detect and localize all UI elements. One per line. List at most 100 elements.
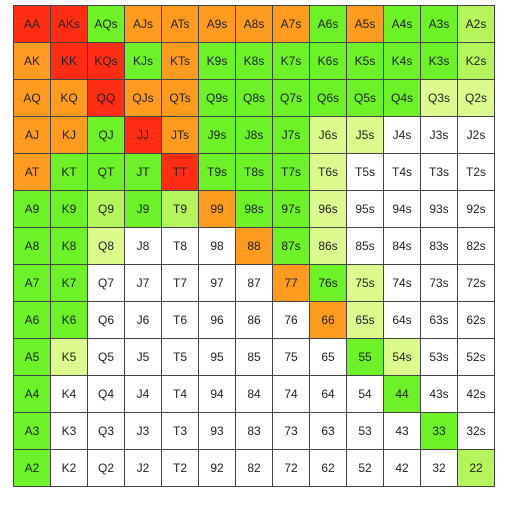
hand-cell[interactable]: Q7s	[273, 80, 310, 117]
hand-cell[interactable]: 55	[347, 339, 384, 376]
hand-cell[interactable]: 74	[273, 376, 310, 413]
hand-cell[interactable]: A2s	[458, 6, 495, 43]
hand-cell[interactable]: J4	[125, 376, 162, 413]
hand-cell[interactable]: 44	[384, 376, 421, 413]
hand-cell[interactable]: 84s	[384, 228, 421, 265]
hand-cell[interactable]: AJs	[125, 6, 162, 43]
hand-cell[interactable]: 77	[273, 265, 310, 302]
hand-cell[interactable]: 93s	[421, 191, 458, 228]
hand-cell[interactable]: K7s	[273, 43, 310, 80]
hand-cell[interactable]: J8	[125, 228, 162, 265]
hand-cell[interactable]: JJ	[125, 117, 162, 154]
hand-cell[interactable]: 98	[199, 228, 236, 265]
hand-cell[interactable]: 72s	[458, 265, 495, 302]
hand-cell[interactable]: J3s	[421, 117, 458, 154]
hand-cell[interactable]: K3s	[421, 43, 458, 80]
hand-cell[interactable]: A5s	[347, 6, 384, 43]
hand-cell[interactable]: 43	[384, 413, 421, 450]
hand-cell[interactable]: 87	[236, 265, 273, 302]
hand-cell[interactable]: K8	[51, 228, 88, 265]
hand-cell[interactable]: 32	[421, 450, 458, 487]
hand-cell[interactable]: 65s	[347, 302, 384, 339]
hand-cell[interactable]: 88	[236, 228, 273, 265]
hand-cell[interactable]: AKs	[51, 6, 88, 43]
hand-cell[interactable]: AJ	[14, 117, 51, 154]
hand-cell[interactable]: K5	[51, 339, 88, 376]
hand-cell[interactable]: K6	[51, 302, 88, 339]
hand-cell[interactable]: 87s	[273, 228, 310, 265]
hand-cell[interactable]: T2s	[458, 154, 495, 191]
hand-cell[interactable]: 63	[310, 413, 347, 450]
hand-cell[interactable]: 66	[310, 302, 347, 339]
hand-cell[interactable]: 63s	[421, 302, 458, 339]
hand-cell[interactable]: 52s	[458, 339, 495, 376]
hand-cell[interactable]: T7	[162, 265, 199, 302]
hand-cell[interactable]: 42	[384, 450, 421, 487]
hand-cell[interactable]: A5	[14, 339, 51, 376]
hand-cell[interactable]: Q6	[88, 302, 125, 339]
hand-cell[interactable]: 75s	[347, 265, 384, 302]
hand-cell[interactable]: T3s	[421, 154, 458, 191]
hand-cell[interactable]: 74s	[384, 265, 421, 302]
hand-cell[interactable]: AQs	[88, 6, 125, 43]
hand-cell[interactable]: A2	[14, 450, 51, 487]
hand-cell[interactable]: KK	[51, 43, 88, 80]
hand-cell[interactable]: T6	[162, 302, 199, 339]
hand-cell[interactable]: K3	[51, 413, 88, 450]
hand-cell[interactable]: QTs	[162, 80, 199, 117]
hand-cell[interactable]: Q6s	[310, 80, 347, 117]
hand-cell[interactable]: 95	[199, 339, 236, 376]
hand-cell[interactable]: 96	[199, 302, 236, 339]
hand-cell[interactable]: 85	[236, 339, 273, 376]
hand-cell[interactable]: A4s	[384, 6, 421, 43]
hand-cell[interactable]: 72	[273, 450, 310, 487]
hand-cell[interactable]: T4	[162, 376, 199, 413]
hand-cell[interactable]: 84	[236, 376, 273, 413]
hand-cell[interactable]: K2	[51, 450, 88, 487]
hand-cell[interactable]: A9	[14, 191, 51, 228]
hand-cell[interactable]: 65	[310, 339, 347, 376]
hand-cell[interactable]: 97	[199, 265, 236, 302]
hand-cell[interactable]: A3s	[421, 6, 458, 43]
hand-cell[interactable]: Q5s	[347, 80, 384, 117]
hand-cell[interactable]: 42s	[458, 376, 495, 413]
hand-cell[interactable]: T4s	[384, 154, 421, 191]
hand-cell[interactable]: Q9s	[199, 80, 236, 117]
hand-cell[interactable]: 73	[273, 413, 310, 450]
hand-cell[interactable]: 92s	[458, 191, 495, 228]
hand-cell[interactable]: Q4s	[384, 80, 421, 117]
hand-cell[interactable]: QQ	[88, 80, 125, 117]
hand-cell[interactable]: T3	[162, 413, 199, 450]
hand-cell[interactable]: JTs	[162, 117, 199, 154]
hand-cell[interactable]: K2s	[458, 43, 495, 80]
hand-cell[interactable]: 53	[347, 413, 384, 450]
hand-cell[interactable]: 32s	[458, 413, 495, 450]
hand-cell[interactable]: 95s	[347, 191, 384, 228]
hand-cell[interactable]: A7	[14, 265, 51, 302]
hand-cell[interactable]: A3	[14, 413, 51, 450]
hand-cell[interactable]: 52	[347, 450, 384, 487]
hand-cell[interactable]: KJ	[51, 117, 88, 154]
hand-cell[interactable]: AT	[14, 154, 51, 191]
hand-cell[interactable]: 83s	[421, 228, 458, 265]
hand-cell[interactable]: Q2	[88, 450, 125, 487]
hand-cell[interactable]: T8s	[236, 154, 273, 191]
hand-cell[interactable]: K4	[51, 376, 88, 413]
hand-cell[interactable]: 86s	[310, 228, 347, 265]
hand-cell[interactable]: 64	[310, 376, 347, 413]
hand-cell[interactable]: K4s	[384, 43, 421, 80]
hand-cell[interactable]: K6s	[310, 43, 347, 80]
hand-cell[interactable]: K8s	[236, 43, 273, 80]
hand-cell[interactable]: 53s	[421, 339, 458, 376]
hand-cell[interactable]: 99	[199, 191, 236, 228]
hand-cell[interactable]: 54	[347, 376, 384, 413]
hand-cell[interactable]: J2	[125, 450, 162, 487]
hand-cell[interactable]: 98s	[236, 191, 273, 228]
hand-cell[interactable]: A6s	[310, 6, 347, 43]
hand-cell[interactable]: J5s	[347, 117, 384, 154]
hand-cell[interactable]: 83	[236, 413, 273, 450]
hand-cell[interactable]: 62	[310, 450, 347, 487]
hand-cell[interactable]: KTs	[162, 43, 199, 80]
hand-cell[interactable]: QJs	[125, 80, 162, 117]
hand-cell[interactable]: 94s	[384, 191, 421, 228]
